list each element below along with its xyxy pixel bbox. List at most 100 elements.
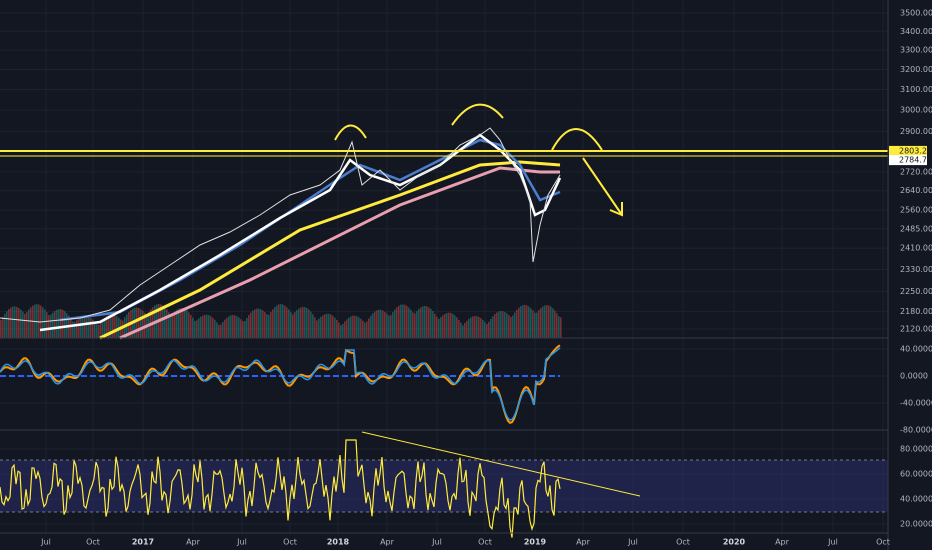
volume-bar xyxy=(320,316,322,338)
volume-bar xyxy=(290,312,292,338)
volume-bar xyxy=(536,312,538,338)
volume-bar xyxy=(268,314,270,338)
volume-bar xyxy=(176,309,178,338)
volume-bar xyxy=(112,314,114,338)
volume-bar xyxy=(44,309,46,338)
time-label: 2018 xyxy=(327,538,350,547)
volume-bar xyxy=(476,316,478,338)
volume-bar xyxy=(382,310,384,338)
volume-bar xyxy=(550,306,552,338)
time-label: Jul xyxy=(40,538,51,547)
volume-bar xyxy=(46,312,48,338)
volume-bar xyxy=(420,307,422,338)
time-label: Apr xyxy=(186,538,201,547)
volume-bar xyxy=(206,314,208,338)
volume-bar xyxy=(272,309,274,338)
volume-bar xyxy=(508,315,510,338)
volume-bar xyxy=(108,314,110,338)
volume-bar xyxy=(338,322,340,338)
volume-bar xyxy=(428,307,430,338)
volume-bar xyxy=(462,325,464,338)
volume-bar xyxy=(460,322,462,338)
volume-bar xyxy=(90,317,92,338)
volume-bar xyxy=(474,315,476,338)
volume-bar xyxy=(304,307,306,338)
volume-bar xyxy=(224,319,226,338)
rsi-label: 40.0000 xyxy=(900,495,932,504)
volume-bar xyxy=(42,307,44,338)
price-label: 2485.00 xyxy=(900,224,932,233)
rsi-label: 80.0000 xyxy=(900,445,932,454)
trend-line xyxy=(361,431,641,497)
volume-bar xyxy=(60,309,62,338)
volume-bar xyxy=(220,324,222,338)
volume-bar xyxy=(400,304,402,338)
volume-bar xyxy=(334,317,336,338)
volume-bar xyxy=(250,312,252,338)
volume-bar xyxy=(234,315,236,338)
volume-bar xyxy=(32,305,34,338)
volume-bar xyxy=(324,314,326,338)
rsi-label: 60.0000 xyxy=(900,470,932,479)
price-label: 3200.00 xyxy=(900,65,932,74)
volume-bar xyxy=(52,312,54,338)
time-label: Oct xyxy=(676,538,690,547)
volume-bar xyxy=(388,315,390,338)
macd-label: -40.0000 xyxy=(900,399,932,408)
time-label: Oct xyxy=(86,538,100,547)
volume-bar xyxy=(222,321,224,338)
volume-bar xyxy=(480,318,482,338)
volume-bar xyxy=(542,306,544,338)
volume-bar xyxy=(308,309,310,338)
volume-bar xyxy=(258,308,260,338)
volume-bar xyxy=(14,306,16,338)
volume-bar xyxy=(22,311,24,338)
volume-bar xyxy=(468,318,470,338)
volume-bar xyxy=(192,317,194,338)
volume-bar xyxy=(212,317,214,338)
volume-bar xyxy=(528,306,530,338)
volume-bar xyxy=(356,316,358,338)
volume-bar xyxy=(168,312,170,338)
volume-bar xyxy=(140,309,142,338)
volume-bar xyxy=(202,315,204,338)
macd-label: -80.0000 xyxy=(900,426,932,435)
volume-bar xyxy=(254,309,256,338)
volume-bar xyxy=(312,314,314,338)
price-label: 3300.00 xyxy=(900,46,932,55)
volume-bar xyxy=(62,309,64,338)
volume-bar xyxy=(264,312,266,338)
volume-bar xyxy=(92,319,94,338)
price-label: 2120.00 xyxy=(900,325,932,334)
price-label: 2250.00 xyxy=(900,287,932,296)
volume-bar xyxy=(70,318,72,338)
volume-bar xyxy=(558,316,560,338)
price-label: 2410.00 xyxy=(900,244,932,253)
price-tag-label: 2803.26 xyxy=(899,146,932,155)
volume-bar xyxy=(556,313,558,338)
volume-bar xyxy=(8,309,10,338)
volume-bar xyxy=(24,314,26,338)
volume-bar xyxy=(490,318,492,338)
volume-bar xyxy=(178,308,180,338)
volume-bar xyxy=(74,321,76,338)
volume-bar xyxy=(174,311,176,338)
volume-bar xyxy=(252,310,254,338)
volume-bar xyxy=(20,309,22,338)
volume-bar xyxy=(360,318,362,338)
shoulder-arcs xyxy=(334,103,603,151)
volume-bar xyxy=(430,308,432,338)
volume-bar xyxy=(310,311,312,338)
volume-bar xyxy=(456,317,458,338)
volume-bar xyxy=(286,307,288,338)
volume-bar xyxy=(540,308,542,338)
macd-label: 0.0000 xyxy=(900,372,928,381)
volume-bar xyxy=(548,305,550,338)
volume-bar xyxy=(440,317,442,338)
price-label: 3500.00 xyxy=(900,9,932,18)
volume-bar xyxy=(28,309,30,338)
volume-bar xyxy=(406,305,408,338)
price-label: 2640.00 xyxy=(900,186,932,195)
time-label: Jul xyxy=(627,538,638,547)
